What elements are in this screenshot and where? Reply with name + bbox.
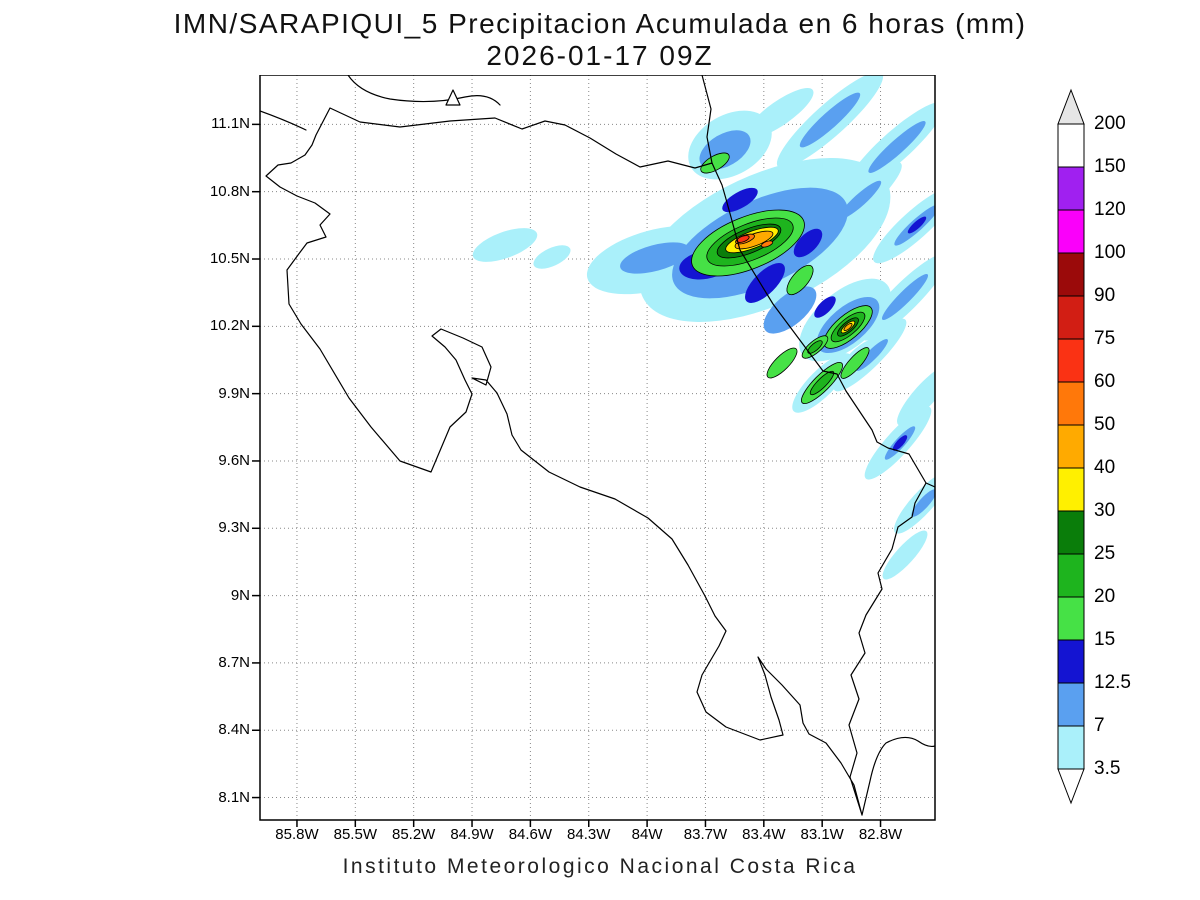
panama-coast — [861, 736, 935, 816]
lake-island — [445, 89, 461, 106]
colorbar-tick-label: 200 — [1094, 113, 1126, 134]
lake-nicaragua-shore — [347, 75, 501, 106]
colorbar-tick-label: 25 — [1094, 543, 1115, 564]
x-axis-tick-label: 84.6W — [508, 826, 553, 843]
y-axis-tick-label: 9.6N — [218, 451, 250, 469]
colorbar-tick-label: 15 — [1094, 629, 1115, 650]
colorbar-segment — [1057, 553, 1085, 598]
colorbar-tick-label: 50 — [1094, 414, 1115, 435]
y-axis-tick-label: 10.5N — [209, 250, 250, 267]
x-axis-tick-label: 84W — [631, 826, 663, 843]
chart-title: IMN/SARAPIQUI_5 Precipitacion Acumulada … — [173, 8, 1027, 39]
colorbar-segment — [1057, 596, 1085, 641]
colorbar-tick-label: 60 — [1094, 371, 1115, 392]
colorbar-tick-label: 120 — [1094, 199, 1126, 220]
coastlines — [260, 75, 935, 816]
y-axis-tick-label: 8.1N — [218, 788, 250, 806]
y-axis-tick-label: 9N — [230, 586, 250, 604]
colorbar-above-max — [1057, 88, 1085, 125]
colorbar-tick-label: 20 — [1094, 586, 1115, 607]
y-axis-tick-label: 8.7N — [218, 653, 250, 671]
x-axis-tick-label: 83.1W — [800, 826, 844, 843]
colorbar-segment — [1057, 725, 1085, 770]
x-axis-tick-label: 84.9W — [450, 826, 494, 843]
colorbar-segment — [1057, 510, 1085, 555]
colorbar-tick-label: 30 — [1094, 500, 1115, 521]
colorbar-tick-label: 150 — [1094, 156, 1126, 177]
colorbar-segment — [1057, 209, 1085, 254]
x-axis-tick-label: 85.2W — [391, 826, 436, 843]
x-axis-tick-label: 84.3W — [567, 826, 611, 843]
colorbar-segment — [1057, 338, 1085, 383]
colorbar-tick-label: 7 — [1094, 715, 1105, 736]
x-axis-tick-label: 82.8W — [858, 826, 903, 843]
colorbar-tick-label: 100 — [1094, 242, 1126, 263]
colorbar-segment — [1057, 467, 1085, 512]
colorbar-tick-label: 75 — [1094, 328, 1115, 349]
colorbar-tick-label: 90 — [1094, 285, 1115, 306]
y-axis-tick-label: 9.3N — [218, 519, 250, 537]
plot-frame — [259, 75, 936, 821]
colorbar-tick-label: 3.5 — [1094, 758, 1120, 779]
nicaragua-pacific-coast — [260, 110, 307, 131]
colorbar-tick-label: 40 — [1094, 457, 1115, 478]
y-axis-tick-label: 8.4N — [218, 721, 250, 739]
y-axis-tick-label: 9.9N — [218, 384, 250, 402]
colorbar-tick-label: 12.5 — [1094, 672, 1131, 693]
colorbar-segment — [1057, 682, 1085, 727]
colorbar-segment — [1057, 381, 1085, 426]
y-axis-tick-label: 10.2N — [209, 317, 250, 335]
map-plot — [252, 75, 936, 827]
colorbar-segment — [1057, 123, 1085, 168]
costa-rica-outline — [265, 107, 927, 816]
colorbar-below-min — [1057, 768, 1085, 805]
x-axis-tick-label: 85.8W — [275, 826, 319, 843]
colorbar-segment — [1057, 639, 1085, 684]
x-axis-tick-label: 83.4W — [742, 826, 786, 843]
footer-caption: Instituto Meteorologico Nacional Costa R… — [342, 855, 858, 878]
x-axis-tick-label: 83.7W — [683, 826, 728, 843]
nicaragua-caribbean-coast — [701, 75, 713, 164]
colorbar: 200 150 120 100 90 75 60 50 40 30 25 20 15 12.5 7 3.5 — [1057, 88, 1131, 805]
colorbar-segment — [1057, 295, 1085, 340]
axis-ticks — [252, 123, 882, 827]
colorbar-segment — [1057, 424, 1085, 469]
caribbean-coast-exit — [925, 482, 935, 488]
colorbar-segment — [1057, 252, 1085, 297]
x-axis-tick-label: 85.5W — [333, 826, 377, 843]
y-axis-tick-label: 11.1N — [211, 115, 250, 133]
precipitation-shading — [472, 75, 935, 580]
colorbar-segment — [1057, 166, 1085, 211]
y-axis-tick-label: 10.8N — [209, 182, 250, 200]
chart-subtitle: 2026-01-17 09Z — [486, 40, 714, 71]
